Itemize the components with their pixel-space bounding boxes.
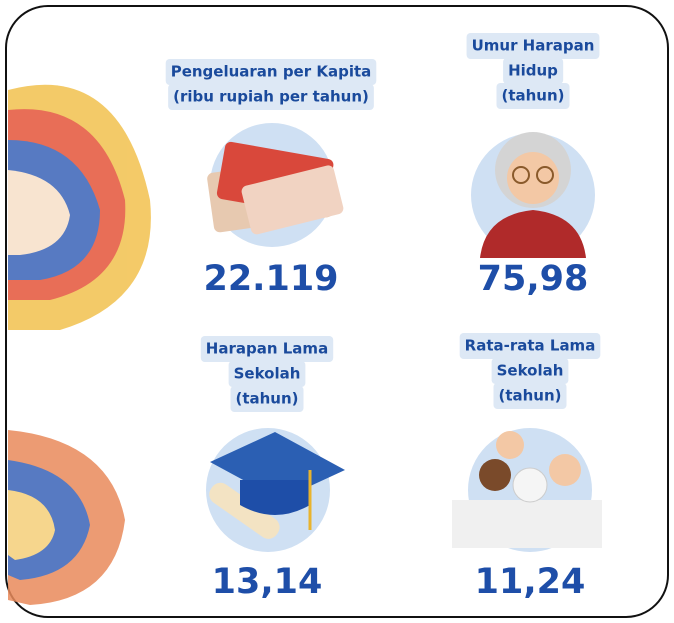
indicator-value: 11,24	[475, 562, 586, 602]
indicator-label: (ribu rupiah per tahun)	[173, 88, 369, 106]
icon-elderly	[471, 132, 595, 258]
indicator-label: Sekolah	[497, 362, 564, 380]
indicator-label: Rata-rata Lama	[465, 337, 596, 355]
indicator-label: Umur Harapan	[472, 37, 595, 55]
indicator-label: (tahun)	[235, 390, 298, 408]
indicator-label: Hidup	[508, 62, 558, 80]
indicator-label: Pengeluaran per Kapita	[171, 63, 372, 81]
indicator-value: 75,98	[478, 259, 589, 299]
indicator-value: 22.119	[203, 259, 338, 299]
indicator-label: Sekolah	[234, 365, 301, 383]
indicator-value: 13,14	[212, 562, 323, 602]
indicator-label: Harapan Lama	[206, 340, 328, 358]
indicator-label: (tahun)	[498, 387, 561, 405]
indicator-label: (tahun)	[501, 87, 564, 105]
infographic: Pengeluaran per Kapita (ribu rupiah per t…	[0, 0, 674, 623]
